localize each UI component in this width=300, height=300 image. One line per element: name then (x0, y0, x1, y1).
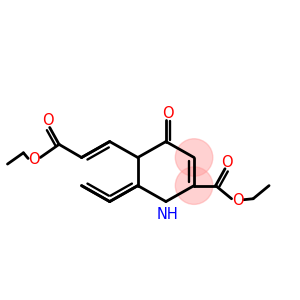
Text: O: O (42, 113, 54, 128)
Text: O: O (28, 152, 40, 167)
Circle shape (175, 139, 213, 176)
Text: O: O (162, 106, 174, 121)
Text: O: O (221, 155, 233, 170)
Text: NH: NH (157, 207, 179, 222)
Circle shape (175, 167, 213, 204)
Text: O: O (232, 193, 244, 208)
